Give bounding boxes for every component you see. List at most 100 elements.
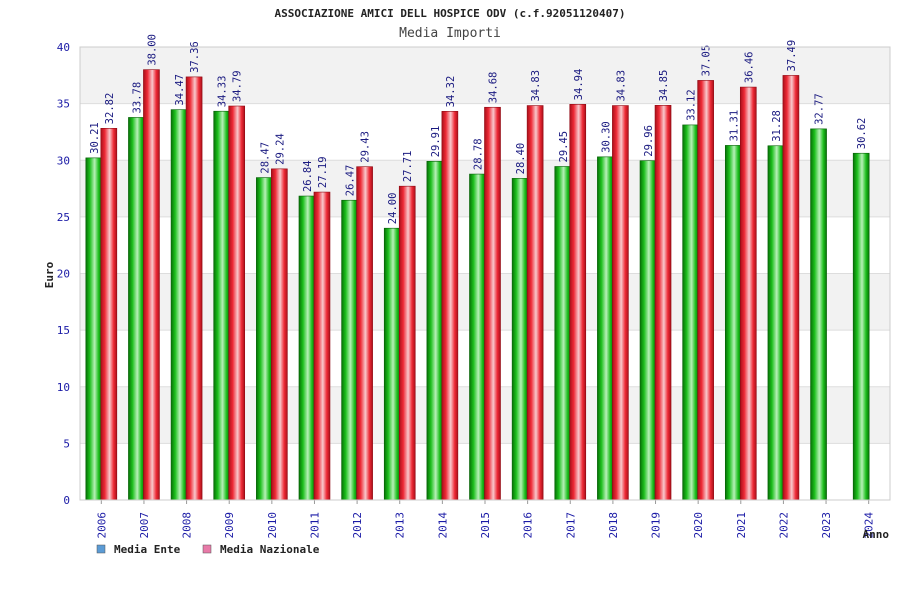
legend-label-media-ente: Media Ente (114, 543, 181, 556)
x-axis-label: Anno (863, 528, 890, 541)
bar-media-ente (724, 145, 742, 501)
bar-media-nazionale (228, 105, 246, 501)
bar-media-nazionale (739, 86, 757, 501)
bar-value-label: 34.79 (232, 70, 244, 102)
bar-value-label: 37.05 (701, 45, 713, 77)
bar-value-label: 28.40 (515, 143, 527, 175)
bar-value-label: 24.00 (387, 193, 399, 225)
bar-media-nazionale (100, 128, 118, 501)
bar-media-ente (128, 117, 145, 501)
y-tick-label: 0 (63, 494, 70, 507)
bar-media-nazionale (526, 105, 544, 501)
bar-value-label: 30.30 (600, 121, 612, 153)
x-tick-label: 2006 (95, 512, 108, 539)
legend-swatch-media-ente (96, 544, 106, 554)
x-tick-label: 2020 (692, 512, 705, 539)
legend-label-media-nazionale: Media Nazionale (220, 543, 320, 556)
x-tick-label: 2022 (777, 512, 790, 539)
bar-media-nazionale (185, 76, 203, 501)
bar-media-nazionale (569, 104, 587, 501)
bar-value-label: 33.78 (131, 82, 143, 114)
bar-media-nazionale (484, 106, 501, 501)
x-axis-ticks: 2006 2007 2008 2009 2010 2011 2012 2013 2014 2015… (95, 500, 876, 539)
bar-value-label: 29.45 (558, 131, 570, 163)
bar-value-label: 34.68 (488, 72, 500, 104)
plot-frame (79, 46, 891, 501)
bar-value-label: 34.83 (530, 70, 542, 102)
bar-value-label: 30.21 (89, 122, 101, 154)
bar-value-label: 29.91 (430, 126, 442, 158)
bar-media-ente (554, 166, 572, 501)
y-tick-label: 40 (57, 41, 70, 54)
bar-value-label: 38.00 (146, 34, 158, 66)
y-tick-label: 5 (63, 437, 70, 450)
bar-media-nazionale (356, 166, 373, 501)
bar-value-label: 34.94 (573, 69, 585, 101)
x-tick-label: 2009 (223, 512, 236, 539)
bar-media-nazionale (697, 80, 714, 501)
bar-value-label: 32.77 (814, 93, 826, 125)
bar-value-label: 37.49 (786, 40, 798, 72)
chart-subtitle: Media Importi (399, 26, 501, 41)
x-tick-label: 2018 (607, 512, 620, 539)
y-tick-label: 10 (57, 381, 70, 394)
bar-value-label: 30.62 (856, 118, 868, 150)
bar-media-ente (682, 124, 699, 501)
bar-media-nazionale (398, 185, 416, 501)
y-tick-label: 30 (57, 154, 70, 167)
x-tick-label: 2013 (394, 512, 407, 539)
legend: Media Ente Media Nazionale (96, 543, 320, 556)
bar-media-nazionale (143, 69, 160, 501)
bar-media-ente (597, 156, 614, 501)
x-tick-label: 2021 (735, 512, 748, 539)
bar-media-ente (256, 177, 273, 501)
bar-value-label: 28.78 (473, 138, 485, 170)
chart-title: ASSOCIAZIONE AMICI DELL HOSPICE ODV (c.f… (275, 7, 626, 20)
bar-media-ente (639, 160, 657, 501)
bar-value-label: 31.28 (771, 110, 783, 142)
bar-media-ente (341, 199, 358, 501)
legend-swatch-media-nazionale (202, 544, 212, 554)
bar-value-label: 34.47 (174, 74, 186, 106)
bar-value-label: 33.12 (686, 89, 698, 121)
bar-media-ente (85, 157, 103, 501)
x-tick-label: 2011 (308, 512, 321, 539)
bar-value-label: 27.19 (317, 156, 329, 188)
bar-media-ente (170, 109, 188, 501)
x-tick-label: 2019 (650, 512, 663, 539)
x-tick-label: 2017 (564, 512, 577, 539)
bar-value-label: 36.46 (743, 51, 755, 83)
x-tick-label: 2023 (820, 512, 833, 539)
y-tick-label: 15 (57, 324, 70, 337)
x-tick-label: 2008 (181, 512, 194, 539)
bar-value-label: 29.43 (360, 131, 372, 163)
x-tick-label: 2010 (266, 512, 279, 539)
bar-value-label: 34.83 (615, 70, 627, 102)
y-axis-ticks: 0 5 10 15 20 25 30 35 40 (57, 41, 70, 507)
bar-media-ente (810, 128, 827, 501)
bar-value-label: 29.96 (643, 125, 655, 157)
bar-value-label: 32.82 (104, 93, 116, 125)
bar-value-label: 27.71 (402, 151, 414, 183)
bar-value-label: 34.32 (445, 76, 457, 108)
bar-media-ente (383, 227, 401, 501)
bar-value-label: 26.84 (302, 160, 314, 192)
bar-value-label: 37.36 (189, 41, 201, 73)
bar-media-nazionale (441, 111, 459, 501)
bar-media-nazionale (271, 168, 288, 501)
bar-value-label: 26.47 (345, 165, 357, 197)
bar-media-ente (469, 173, 486, 501)
bar-media-ente (852, 152, 870, 501)
bar-media-ente (767, 145, 785, 501)
bar-media-ente (511, 178, 529, 501)
bar-media-ente (426, 160, 444, 501)
bar-media-nazionale (313, 191, 331, 501)
y-axis-label: Euro (43, 261, 56, 288)
y-tick-label: 25 (57, 211, 70, 224)
y-tick-label: 35 (57, 98, 70, 111)
x-tick-label: 2016 (522, 512, 535, 539)
x-tick-label: 2007 (138, 512, 151, 539)
bar-value-label: 28.47 (259, 142, 271, 174)
